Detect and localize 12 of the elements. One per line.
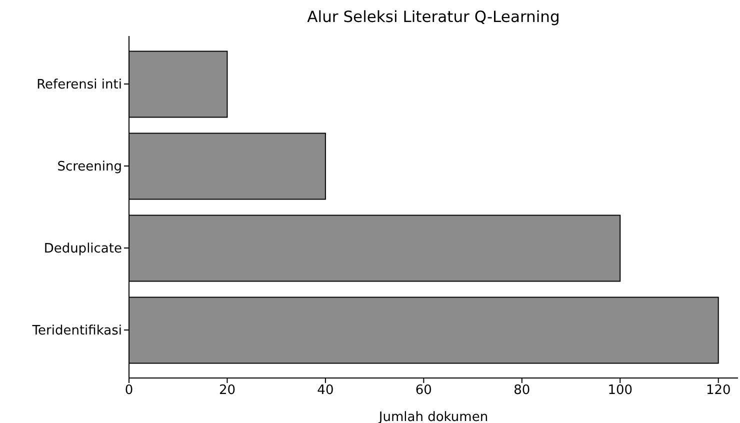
- chart-title: Alur Seleksi Literatur Q-Learning: [306, 8, 561, 26]
- x-tick-label: 20: [218, 383, 236, 398]
- x-tick-label: 100: [608, 383, 633, 398]
- x-tick-label: 60: [415, 383, 432, 398]
- x-tick-label: 120: [706, 383, 731, 398]
- x-tick-label: 0: [124, 383, 134, 398]
- x-tick-label: 40: [317, 383, 334, 398]
- y-tick-label: Teridentifikasi: [31, 324, 122, 339]
- y-tick-label: Screening: [57, 160, 122, 175]
- x-tick-label: 80: [514, 383, 530, 398]
- y-tick-label: Deduplicate: [44, 242, 122, 257]
- y-tick-label: Referensi inti: [36, 78, 122, 93]
